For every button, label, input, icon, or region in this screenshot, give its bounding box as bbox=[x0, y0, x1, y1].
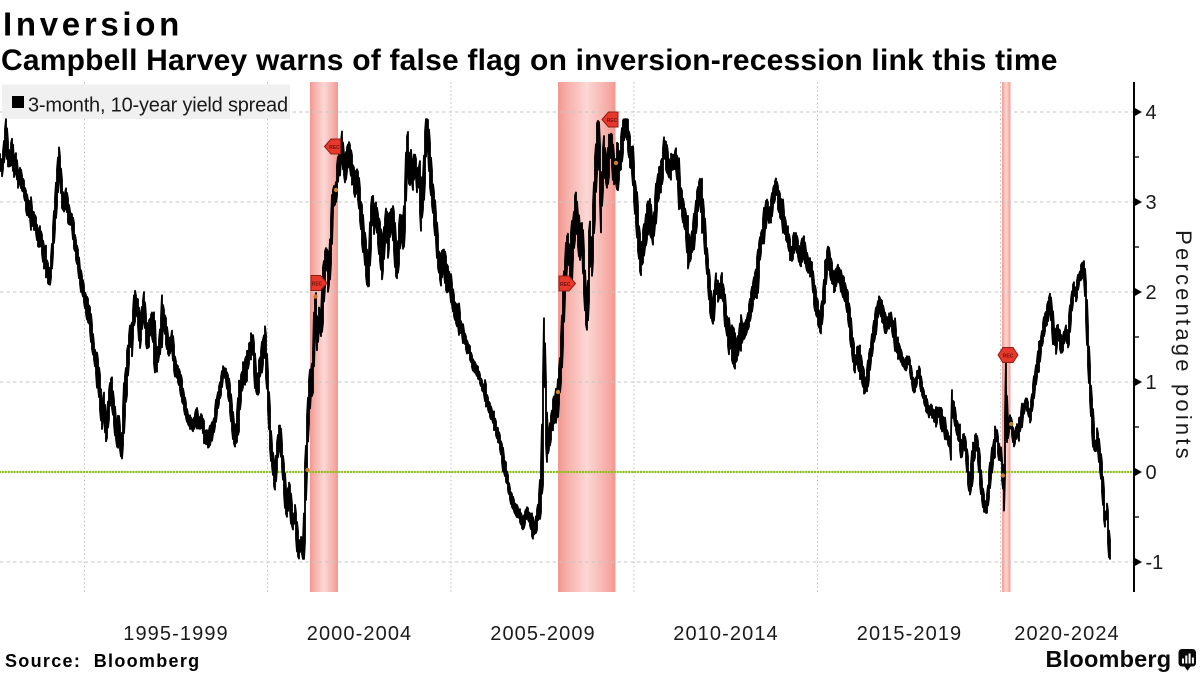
svg-text:2: 2 bbox=[1146, 282, 1157, 304]
svg-text:2015-2019: 2015-2019 bbox=[857, 623, 963, 645]
svg-text:3-month, 10-year yield spread: 3-month, 10-year yield spread bbox=[28, 95, 288, 117]
svg-text:3: 3 bbox=[1146, 192, 1157, 214]
svg-text:-1: -1 bbox=[1146, 552, 1164, 574]
svg-text:REC: REC bbox=[560, 282, 571, 288]
svg-text:1: 1 bbox=[1146, 372, 1157, 394]
svg-text:REC: REC bbox=[607, 118, 618, 124]
svg-text:1995-1999: 1995-1999 bbox=[123, 623, 229, 645]
svg-text:Percentage points: Percentage points bbox=[1171, 230, 1196, 462]
svg-text:REC: REC bbox=[329, 145, 340, 151]
svg-text:REC: REC bbox=[312, 281, 323, 287]
svg-text:4: 4 bbox=[1146, 102, 1157, 124]
svg-text:0: 0 bbox=[1146, 462, 1157, 484]
svg-text:2005-2009: 2005-2009 bbox=[490, 623, 596, 645]
svg-text:2000-2004: 2000-2004 bbox=[307, 623, 413, 645]
svg-text:2010-2014: 2010-2014 bbox=[673, 623, 779, 645]
svg-text:2020-2024: 2020-2024 bbox=[1014, 623, 1120, 645]
svg-text:Source: Bloomberg: Source: Bloomberg bbox=[5, 651, 200, 671]
svg-text:Bloomberg: Bloomberg bbox=[1046, 646, 1172, 672]
svg-text:Campbell Harvey warns of false: Campbell Harvey warns of false flag on i… bbox=[1, 44, 1058, 77]
svg-text:Inversion: Inversion bbox=[3, 6, 183, 43]
svg-text:REC: REC bbox=[1003, 353, 1014, 359]
